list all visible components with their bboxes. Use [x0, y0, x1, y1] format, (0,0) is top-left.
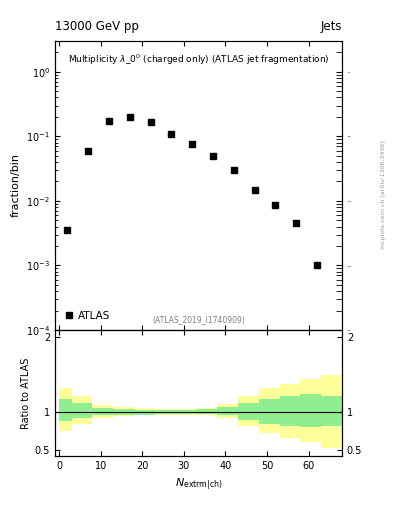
ATLAS: [65, 227, 70, 233]
Bar: [279, 396, 300, 426]
Bar: [92, 408, 113, 415]
ATLAS: [127, 114, 132, 120]
Line: ATLAS: ATLAS: [65, 114, 320, 268]
Bar: [259, 399, 279, 423]
ATLAS: [148, 119, 153, 125]
Bar: [113, 409, 134, 415]
Bar: [72, 396, 92, 423]
Y-axis label: fraction/bin: fraction/bin: [10, 154, 20, 218]
Bar: [59, 388, 72, 431]
ATLAS: [86, 147, 91, 154]
Bar: [238, 403, 259, 420]
X-axis label: $N_{\mathrm{extrm|ch)}}$: $N_{\mathrm{extrm|ch)}}$: [174, 476, 222, 492]
ATLAS: [252, 186, 257, 193]
ATLAS: [273, 202, 278, 208]
Bar: [155, 410, 176, 414]
Bar: [300, 379, 321, 442]
Bar: [217, 407, 238, 415]
Bar: [113, 407, 134, 416]
Text: 13000 GeV pp: 13000 GeV pp: [55, 20, 139, 33]
Bar: [321, 375, 342, 448]
Text: (ATLAS_2019_I1740909): (ATLAS_2019_I1740909): [152, 315, 245, 324]
ATLAS: [107, 118, 112, 124]
Text: mcplots.cern.ch [arXiv:1306.3436]: mcplots.cern.ch [arXiv:1306.3436]: [381, 140, 386, 249]
Bar: [279, 384, 300, 438]
Bar: [217, 404, 238, 417]
Bar: [59, 399, 72, 421]
ATLAS: [169, 131, 174, 137]
ATLAS: [294, 220, 299, 226]
Bar: [176, 410, 196, 414]
Y-axis label: Ratio to ATLAS: Ratio to ATLAS: [20, 357, 31, 429]
Legend: ATLAS: ATLAS: [60, 307, 114, 325]
Bar: [196, 408, 217, 415]
ATLAS: [190, 141, 195, 147]
ATLAS: [211, 153, 215, 159]
Bar: [176, 409, 196, 415]
ATLAS: [315, 262, 320, 268]
Bar: [321, 396, 342, 426]
ATLAS: [231, 167, 236, 173]
Bar: [155, 409, 176, 415]
Bar: [72, 403, 92, 417]
Bar: [300, 394, 321, 427]
Text: Multiplicity $\lambda\_0^0$ (charged only) (ATLAS jet fragmentation): Multiplicity $\lambda\_0^0$ (charged onl…: [68, 53, 329, 67]
Bar: [259, 389, 279, 433]
Bar: [196, 409, 217, 414]
Bar: [92, 405, 113, 417]
Bar: [238, 396, 259, 426]
Text: Jets: Jets: [320, 20, 342, 33]
Bar: [134, 408, 155, 415]
Bar: [134, 410, 155, 415]
